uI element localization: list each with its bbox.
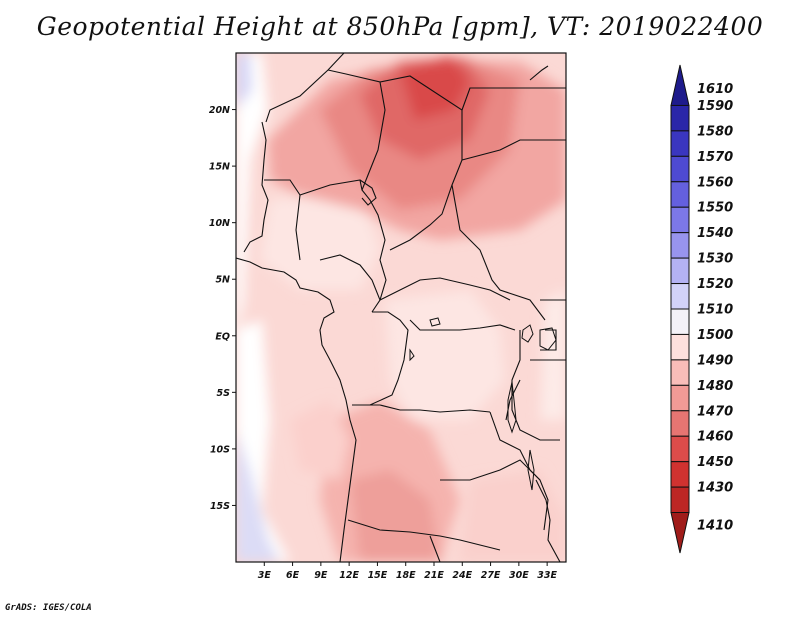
colorbar-swatch	[670, 104, 690, 132]
colorbar-swatch	[670, 461, 690, 488]
lat-tick-label: 10N	[209, 218, 230, 229]
colorbar-swatch	[670, 486, 690, 514]
colorbar-label: 1570	[697, 150, 733, 165]
lon-tick-label: 3E	[258, 570, 272, 581]
latitude-axis: 20N 15N 10N 5N EQ 5S 10S 15S	[209, 105, 236, 512]
lon-tick-label: 12E	[339, 570, 359, 581]
lon-tick-label: 18E	[396, 570, 416, 581]
lat-tick-label: 10S	[210, 444, 230, 455]
lon-tick-label: 6E	[286, 570, 300, 581]
lakes	[409, 317, 557, 491]
colorbar-swatch	[670, 206, 690, 234]
colorbar-swatch	[670, 155, 690, 183]
colorbar-label: 1450	[697, 455, 733, 470]
colorbar: 1610 1590 1580 1570 1560 1550 1540 1530 1520 1510…	[670, 64, 733, 554]
colorbar-label: 1500	[697, 328, 733, 343]
lat-tick-label: 5S	[217, 388, 231, 399]
colorbar-swatch	[670, 333, 690, 361]
longitude-axis: 3E 6E 9E 12E 15E 18E 21E 24E 27E 30E 33E	[258, 562, 558, 581]
colorbar-label: 1590	[697, 99, 733, 114]
colorbar-swatch	[670, 359, 690, 386]
colorbar-label: 1520	[697, 277, 733, 292]
grads-credit: GrADS: IGES/COLA	[5, 603, 92, 613]
colorbar-swatch	[670, 181, 690, 208]
lon-tick-label: 21E	[424, 570, 444, 581]
lon-tick-label: 24E	[452, 570, 472, 581]
colorbar-swatch	[670, 410, 690, 437]
map-title: Geopotential Height at 850hPa [gpm], VT:…	[36, 12, 764, 41]
colorbar-label: 1580	[697, 124, 733, 139]
colorbar-label: 1490	[697, 353, 733, 368]
colorbar-label: 1480	[697, 379, 733, 394]
colorbar-swatch	[670, 308, 690, 335]
lat-tick-label: 15N	[209, 162, 230, 173]
colorbar-swatch	[670, 64, 690, 106]
colorbar-swatch	[670, 435, 690, 463]
colorbar-label: 1560	[697, 175, 733, 190]
colorbar-label: 1540	[697, 226, 733, 241]
colorbar-label: 1510	[697, 303, 733, 318]
colorbar-label: 1550	[697, 201, 733, 216]
lat-tick-label: 5N	[215, 275, 230, 286]
lat-tick-label: 15S	[210, 501, 230, 512]
colorbar-swatch	[670, 283, 690, 310]
lon-tick-label: 30E	[509, 570, 529, 581]
lat-tick-label: 20N	[209, 105, 230, 116]
colorbar-swatch	[670, 512, 690, 554]
colorbar-swatch	[670, 130, 690, 157]
colorbar-label: 1530	[697, 252, 733, 267]
colorbar-swatch	[670, 257, 690, 285]
height-field	[236, 53, 566, 562]
colorbar-swatch	[670, 232, 690, 259]
lon-tick-label: 33E	[537, 570, 557, 581]
lon-tick-label: 27E	[481, 570, 501, 581]
colorbar-swatch	[670, 384, 690, 412]
lon-tick-label: 9E	[314, 570, 328, 581]
colorbar-label: 1610	[697, 82, 733, 97]
map-frame	[235, 52, 567, 563]
colorbar-label: 1460	[697, 430, 733, 445]
lon-tick-label: 15E	[368, 570, 388, 581]
colorbar-label: 1470	[697, 404, 733, 419]
colorbar-label: 1410	[697, 518, 733, 533]
lat-tick-label: EQ	[215, 331, 230, 342]
colorbar-label: 1430	[697, 481, 733, 496]
